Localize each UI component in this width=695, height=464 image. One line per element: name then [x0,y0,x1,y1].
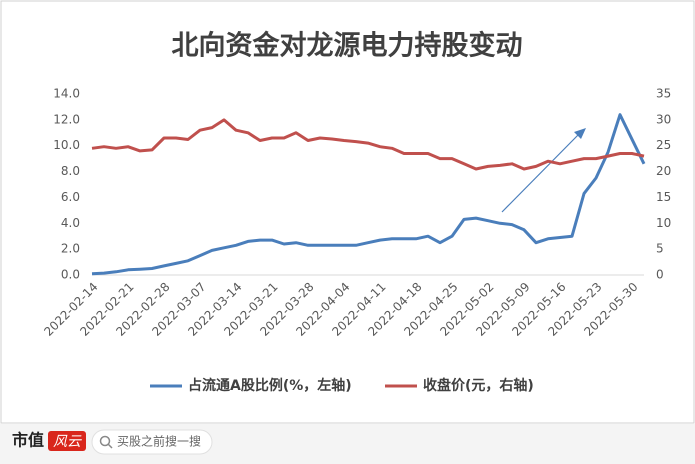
brand-mark-bg [48,431,86,451]
y2-tick-label: 20 [656,164,671,178]
y2-tick-label: 25 [656,138,671,152]
search-placeholder[interactable]: 买股之前搜一搜 [117,434,201,449]
y-tick-label: 2.0 [61,242,80,256]
brand: 市值 [12,431,44,450]
series-line [91,113,646,276]
arrow-head [574,128,586,139]
y-tick-label: 6.0 [61,190,80,204]
search-box[interactable] [91,429,213,455]
y2-tick-label: 0 [656,268,664,282]
y2-tick-label: 15 [656,190,671,204]
legend-label: 占流通A股比例(%，左轴) [188,377,352,394]
y2-tick-label: 35 [656,87,671,101]
y-tick-label: 0.0 [61,268,80,282]
trend-arrow [501,132,581,213]
search-icon-handle [107,443,113,449]
y-tick-label: 12.0 [53,112,80,126]
y-tick-label: 14.0 [53,87,80,101]
chart-frame [0,0,695,424]
legend-label: 收盘价(元，右轴) [423,377,534,394]
y2-tick-label: 10 [656,216,671,230]
y-tick-label: 8.0 [61,164,80,178]
y2-tick-label: 30 [656,112,671,126]
y-tick-label: 10.0 [53,138,80,152]
y-tick-label: 4.0 [61,216,80,230]
chart-title: 北向资金对龙源电力持股变动 [172,30,523,62]
brand-mark: 风云 [53,434,82,450]
series-line [91,118,645,171]
search-icon [99,435,111,447]
y2-tick-label: 5 [656,242,664,256]
